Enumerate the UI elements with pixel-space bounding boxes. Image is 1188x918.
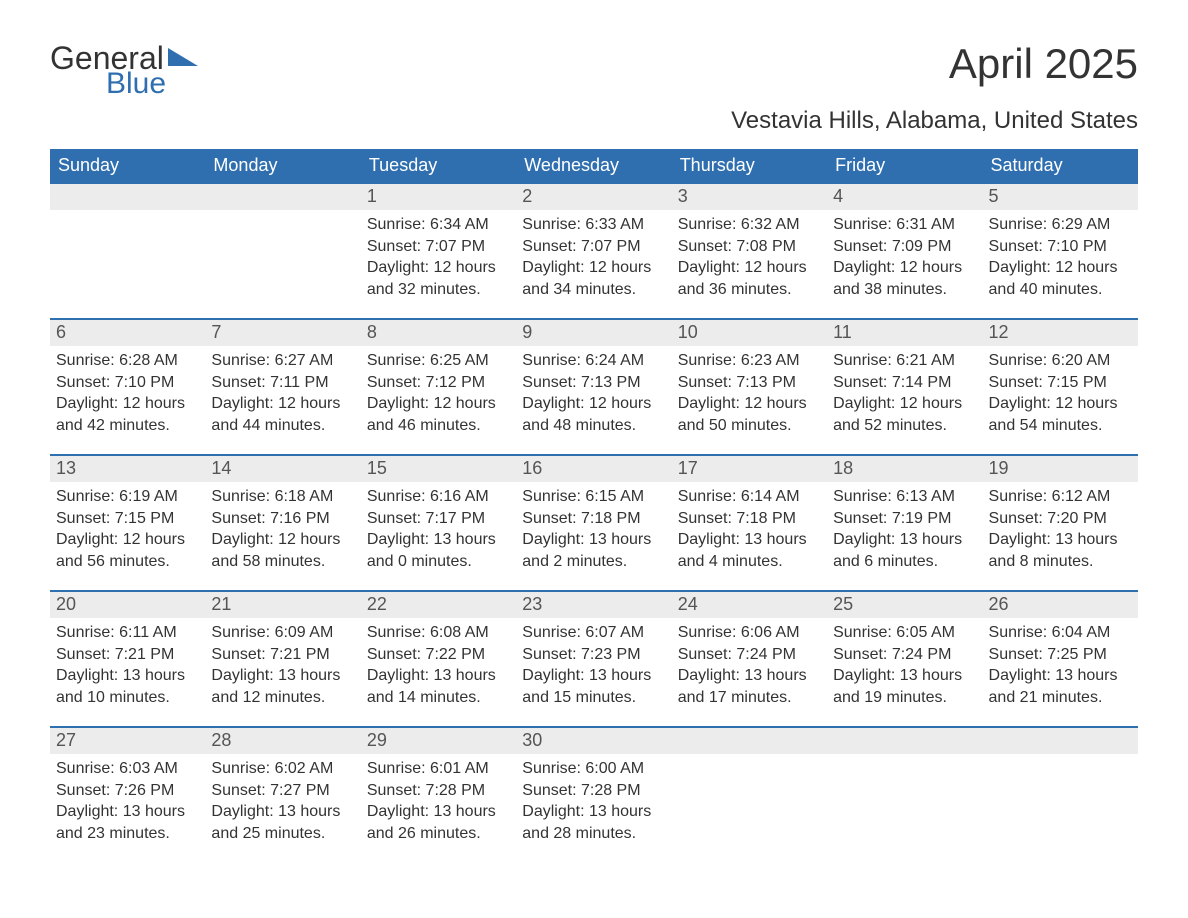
- day-content: Sunrise: 6:09 AMSunset: 7:21 PMDaylight:…: [205, 618, 360, 718]
- day-content: Sunrise: 6:02 AMSunset: 7:27 PMDaylight:…: [205, 754, 360, 854]
- day-number: [50, 184, 205, 210]
- day-content: Sunrise: 6:03 AMSunset: 7:26 PMDaylight:…: [50, 754, 205, 854]
- day-number: 6: [50, 318, 205, 346]
- weekday-header: Thursday: [672, 149, 827, 184]
- day-content: Sunrise: 6:14 AMSunset: 7:18 PMDaylight:…: [672, 482, 827, 582]
- day-number: 15: [361, 454, 516, 482]
- day-number: [672, 726, 827, 754]
- day-number: 10: [672, 318, 827, 346]
- day-number: 24: [672, 590, 827, 618]
- day-content: Sunrise: 6:18 AMSunset: 7:16 PMDaylight:…: [205, 482, 360, 582]
- day-number: 8: [361, 318, 516, 346]
- day-content: Sunrise: 6:23 AMSunset: 7:13 PMDaylight:…: [672, 346, 827, 446]
- day-content: Sunrise: 6:33 AMSunset: 7:07 PMDaylight:…: [516, 210, 671, 310]
- weekday-header: Tuesday: [361, 149, 516, 184]
- page-title: April 2025: [949, 40, 1138, 88]
- day-number: 3: [672, 184, 827, 210]
- day-number: 9: [516, 318, 671, 346]
- day-number: 21: [205, 590, 360, 618]
- day-content: Sunrise: 6:31 AMSunset: 7:09 PMDaylight:…: [827, 210, 982, 310]
- day-number: 12: [983, 318, 1138, 346]
- day-content: Sunrise: 6:15 AMSunset: 7:18 PMDaylight:…: [516, 482, 671, 582]
- weekday-header: Saturday: [983, 149, 1138, 184]
- day-content: Sunrise: 6:01 AMSunset: 7:28 PMDaylight:…: [361, 754, 516, 854]
- day-number: 4: [827, 184, 982, 210]
- day-number: 14: [205, 454, 360, 482]
- weekday-header: Monday: [205, 149, 360, 184]
- day-content: Sunrise: 6:25 AMSunset: 7:12 PMDaylight:…: [361, 346, 516, 446]
- weekday-header: Friday: [827, 149, 982, 184]
- day-content: Sunrise: 6:34 AMSunset: 7:07 PMDaylight:…: [361, 210, 516, 310]
- day-number: 26: [983, 590, 1138, 618]
- day-number: 30: [516, 726, 671, 754]
- weekday-header: Wednesday: [516, 149, 671, 184]
- day-number: 11: [827, 318, 982, 346]
- day-content: Sunrise: 6:20 AMSunset: 7:15 PMDaylight:…: [983, 346, 1138, 446]
- day-number: [205, 184, 360, 210]
- day-content: Sunrise: 6:21 AMSunset: 7:14 PMDaylight:…: [827, 346, 982, 446]
- day-number: 25: [827, 590, 982, 618]
- day-content: Sunrise: 6:11 AMSunset: 7:21 PMDaylight:…: [50, 618, 205, 718]
- day-number: 5: [983, 184, 1138, 210]
- day-number: 27: [50, 726, 205, 754]
- day-content: Sunrise: 6:13 AMSunset: 7:19 PMDaylight:…: [827, 482, 982, 582]
- calendar-table: SundayMondayTuesdayWednesdayThursdayFrid…: [50, 149, 1138, 862]
- logo: General Blue: [50, 40, 198, 101]
- weekday-header-row: SundayMondayTuesdayWednesdayThursdayFrid…: [50, 149, 1138, 184]
- header: General Blue April 2025: [50, 40, 1138, 101]
- day-number: 22: [361, 590, 516, 618]
- weekday-header: Sunday: [50, 149, 205, 184]
- day-content: Sunrise: 6:06 AMSunset: 7:24 PMDaylight:…: [672, 618, 827, 718]
- day-number: 18: [827, 454, 982, 482]
- day-number: 13: [50, 454, 205, 482]
- day-number: 7: [205, 318, 360, 346]
- day-number: 29: [361, 726, 516, 754]
- day-number: 16: [516, 454, 671, 482]
- day-content: Sunrise: 6:08 AMSunset: 7:22 PMDaylight:…: [361, 618, 516, 718]
- day-content: Sunrise: 6:29 AMSunset: 7:10 PMDaylight:…: [983, 210, 1138, 310]
- day-content: Sunrise: 6:05 AMSunset: 7:24 PMDaylight:…: [827, 618, 982, 718]
- day-content: Sunrise: 6:24 AMSunset: 7:13 PMDaylight:…: [516, 346, 671, 446]
- day-number: 23: [516, 590, 671, 618]
- day-content: Sunrise: 6:00 AMSunset: 7:28 PMDaylight:…: [516, 754, 671, 854]
- logo-text-blue: Blue: [106, 67, 166, 101]
- day-content: Sunrise: 6:27 AMSunset: 7:11 PMDaylight:…: [205, 346, 360, 446]
- day-content: Sunrise: 6:16 AMSunset: 7:17 PMDaylight:…: [361, 482, 516, 582]
- logo-triangle-icon: [168, 46, 198, 71]
- day-content: Sunrise: 6:28 AMSunset: 7:10 PMDaylight:…: [50, 346, 205, 446]
- day-content: Sunrise: 6:32 AMSunset: 7:08 PMDaylight:…: [672, 210, 827, 310]
- day-number: [827, 726, 982, 754]
- day-content: Sunrise: 6:07 AMSunset: 7:23 PMDaylight:…: [516, 618, 671, 718]
- day-content: Sunrise: 6:12 AMSunset: 7:20 PMDaylight:…: [983, 482, 1138, 582]
- day-number: 19: [983, 454, 1138, 482]
- day-number: 17: [672, 454, 827, 482]
- day-number: 1: [361, 184, 516, 210]
- day-content: Sunrise: 6:04 AMSunset: 7:25 PMDaylight:…: [983, 618, 1138, 718]
- day-number: [983, 726, 1138, 754]
- day-number: 28: [205, 726, 360, 754]
- location-subtitle: Vestavia Hills, Alabama, United States: [50, 107, 1138, 135]
- day-number: 20: [50, 590, 205, 618]
- day-number: 2: [516, 184, 671, 210]
- day-content: Sunrise: 6:19 AMSunset: 7:15 PMDaylight:…: [50, 482, 205, 582]
